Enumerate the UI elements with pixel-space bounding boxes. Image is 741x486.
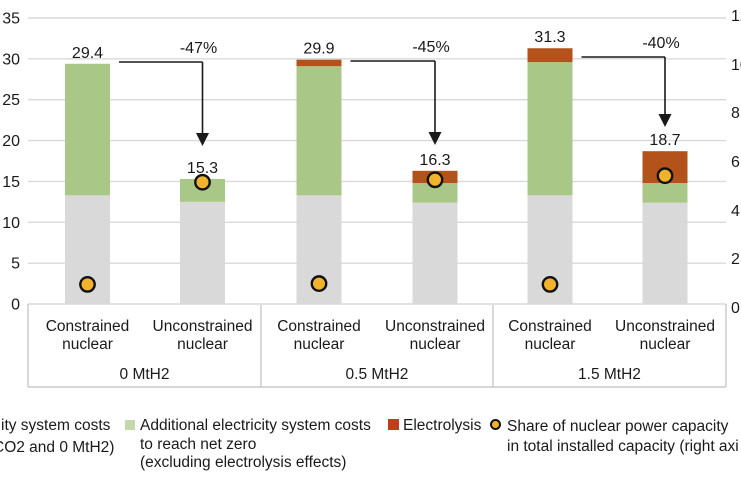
legend-item4: Share of nuclear power capacity in total… [507, 417, 739, 456]
reduction-label: -47% [180, 40, 217, 57]
nuclear-share-marker [79, 275, 96, 293]
category-label-line1: Constrained [277, 318, 361, 335]
legend-item2-line1: Additional electricity system costs [140, 417, 371, 434]
nuclear-share-marker [541, 275, 559, 293]
reduction-label: -45% [412, 39, 449, 56]
bar-segment-red [527, 48, 573, 63]
nuclear-share-marker [656, 167, 674, 185]
group-label: 1.5 MtH2 [578, 366, 641, 383]
bar-total-label: 16.3 [419, 152, 450, 169]
bar-total-label: 31.3 [534, 29, 565, 46]
bar-segment-green [527, 62, 573, 196]
y-axis-tick-label: 20 [2, 133, 20, 150]
legend-item4-line1: Share of nuclear power capacity [507, 418, 729, 435]
category-label-line1: Constrained [46, 318, 130, 335]
group-label: 0 MtH2 [120, 366, 170, 383]
y-axis-tick-label: 25 [2, 92, 20, 109]
y-axis-tick-label: 5 [11, 256, 20, 273]
legend-item2-line3: (excluding electrolysis effects) [140, 454, 347, 471]
bar-segment-gray [642, 202, 688, 304]
group-label: 0.5 MtH2 [346, 366, 409, 383]
category-label-line1: Unconstrained [153, 318, 253, 335]
y-axis-tick-label: 35 [2, 11, 20, 28]
y-axis-tick-label: 10 [2, 215, 20, 232]
legend-item2: Additional electricity system costs to r… [140, 417, 371, 473]
bar-segment-green [412, 183, 458, 203]
legend-item1-line2: CO2 and 0 MtH2) [0, 439, 115, 456]
nuclear-share-marker [310, 275, 328, 292]
nuclear-share-marker [426, 171, 444, 189]
right-axis-tick-label: 0 [731, 300, 740, 317]
bar-segment-gray [180, 201, 225, 304]
legend-red-swatch-icon [388, 419, 399, 430]
y-axis-tick-label: 0 [11, 297, 20, 314]
category-label-line2: nuclear [177, 336, 228, 353]
right-axis-tick-label: 8 [731, 105, 740, 122]
right-axis-tick-label: 4 [731, 203, 740, 220]
category-label-line2: nuclear [294, 336, 345, 353]
category-label-line2: nuclear [410, 336, 461, 353]
category-label-line1: Unconstrained [615, 318, 715, 335]
category-label-line2: nuclear [62, 336, 113, 353]
category-label-line2: nuclear [640, 336, 691, 353]
bar-total-label: 18.7 [649, 132, 680, 149]
category-label-line2: nuclear [525, 336, 576, 353]
bar-total-label: 29.4 [72, 45, 103, 62]
category-label-line1: Constrained [508, 318, 592, 335]
bar-segment-green [65, 63, 110, 196]
bar-segment-gray [412, 202, 458, 304]
bar-total-label: 15.3 [187, 160, 218, 177]
right-axis-tick-label: 2 [731, 251, 740, 268]
reduction-label: -40% [642, 35, 679, 52]
legend-item4-line2: in total installed capacity (right axi [507, 437, 739, 455]
legend-item3-label: Electrolysis [403, 417, 482, 434]
right-axis-tick-label: 10 [731, 57, 741, 74]
bar-total-label: 29.9 [303, 41, 334, 58]
bar-segment-green [642, 183, 688, 203]
legend-nuclear-share-marker-icon [490, 419, 501, 430]
legend-item1-line1: ity system costs [1, 417, 111, 434]
bar-segment-green [296, 66, 342, 196]
right-axis-tick-label: 12 [731, 8, 741, 25]
arrowhead-icon [196, 133, 209, 146]
y-axis-tick-label: 15 [2, 174, 20, 191]
nuclear-share-marker [194, 173, 211, 191]
category-label-line1: Unconstrained [385, 318, 485, 335]
bar-segment-red [296, 59, 342, 67]
arrowhead-icon [658, 114, 672, 127]
y-axis-tick-label: 30 [2, 51, 20, 68]
arrowhead-icon [428, 132, 442, 145]
legend-green-swatch-icon [125, 420, 135, 430]
right-axis-tick-label: 6 [731, 154, 740, 171]
legend-item2-line2: to reach net zero [140, 435, 257, 453]
